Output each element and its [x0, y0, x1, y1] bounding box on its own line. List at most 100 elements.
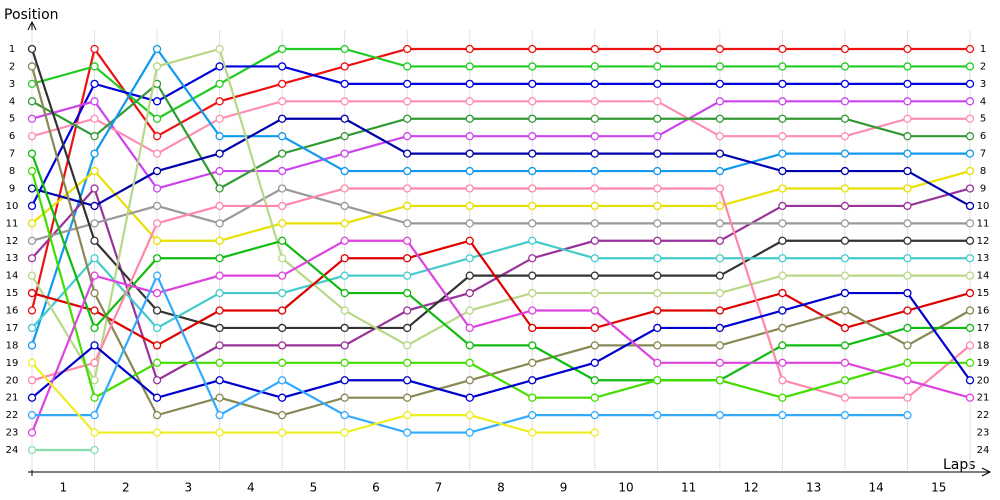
point	[403, 44, 412, 54]
point	[277, 236, 287, 245]
point	[215, 376, 224, 385]
y-tick-label-right: 4	[980, 96, 986, 107]
series	[27, 44, 975, 315]
point	[277, 97, 287, 106]
series-line	[31, 100, 970, 190]
point	[903, 62, 912, 71]
point	[90, 410, 99, 420]
point	[152, 201, 162, 211]
y-tick-label-right: 5	[980, 114, 986, 125]
point	[778, 184, 787, 193]
point	[340, 166, 349, 176]
series-line	[31, 291, 971, 399]
y-tick-label: 6	[9, 131, 15, 142]
series	[27, 445, 99, 455]
point	[528, 254, 537, 263]
point	[90, 393, 99, 402]
point	[340, 288, 349, 298]
point	[840, 323, 850, 333]
x-tick-label: 3	[185, 481, 193, 495]
point	[715, 410, 725, 420]
point	[340, 306, 349, 315]
point	[778, 62, 787, 71]
point	[340, 62, 349, 71]
point	[215, 393, 224, 402]
point	[403, 149, 412, 158]
point	[90, 166, 99, 176]
point	[840, 410, 850, 420]
point	[778, 236, 787, 245]
point	[903, 219, 912, 228]
point	[27, 236, 37, 245]
series	[27, 358, 599, 437]
point	[403, 288, 412, 298]
point	[840, 166, 850, 176]
point	[528, 132, 537, 141]
series	[27, 62, 975, 420]
point	[277, 79, 287, 89]
point	[528, 393, 537, 402]
y-tick-label: 17	[6, 323, 19, 334]
point	[840, 132, 850, 141]
point	[715, 44, 725, 54]
point	[778, 219, 787, 228]
point	[215, 306, 224, 315]
y-tick-label-right: 2	[980, 61, 986, 72]
y-tick-label: 12	[6, 236, 19, 247]
series-line	[31, 239, 971, 347]
point	[340, 132, 349, 141]
point	[965, 271, 975, 280]
point	[903, 254, 912, 263]
point	[653, 219, 662, 228]
y-tick-label-right: 8	[980, 166, 986, 177]
y-tick-label: 11	[6, 218, 19, 229]
point	[965, 288, 975, 298]
point	[277, 376, 287, 385]
point	[903, 114, 912, 123]
point	[715, 62, 725, 71]
point	[465, 254, 474, 263]
point	[277, 201, 287, 211]
point	[528, 306, 537, 315]
series-line	[31, 239, 970, 330]
point	[277, 288, 287, 298]
y-tick-label-right: 15	[977, 288, 990, 299]
point	[340, 376, 349, 385]
point	[903, 393, 912, 402]
point	[90, 428, 99, 437]
point	[27, 62, 37, 71]
point	[27, 358, 37, 367]
series-line	[30, 239, 971, 433]
point	[90, 97, 99, 106]
point	[840, 341, 850, 350]
point	[215, 219, 224, 228]
point	[90, 219, 99, 228]
point	[152, 393, 162, 402]
point	[152, 358, 162, 367]
y-tick-label: 23	[6, 428, 19, 439]
point	[27, 219, 37, 228]
x-tick-label: 5	[310, 481, 318, 495]
series-line	[31, 117, 971, 208]
y-tick-label-right: 19	[977, 358, 990, 369]
point	[903, 288, 912, 298]
point	[528, 201, 537, 211]
point	[465, 236, 474, 245]
point	[715, 219, 725, 228]
x-tick-label: 6	[372, 481, 380, 495]
point	[340, 341, 349, 350]
point	[590, 271, 599, 280]
point	[840, 358, 850, 367]
point	[840, 376, 850, 385]
series-line	[31, 362, 595, 434]
point	[465, 114, 474, 123]
point	[778, 376, 787, 385]
point	[778, 254, 787, 263]
point	[277, 166, 287, 176]
point	[277, 254, 287, 263]
point	[528, 358, 537, 367]
point	[465, 376, 474, 385]
point	[715, 184, 725, 193]
point	[152, 410, 162, 420]
point	[340, 44, 349, 54]
